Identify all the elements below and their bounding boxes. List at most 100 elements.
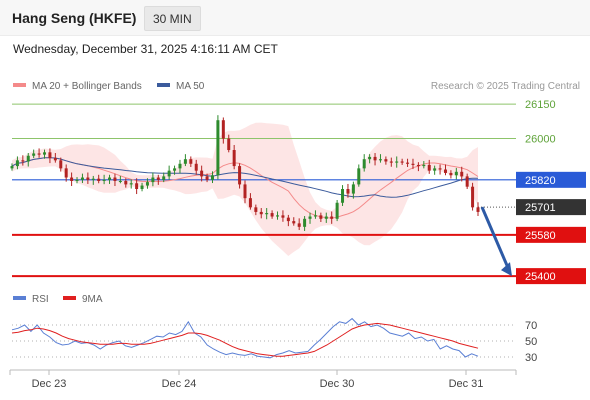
candle-body — [243, 184, 247, 199]
ma50-label: MA 50 — [176, 81, 205, 92]
candle — [140, 182, 144, 192]
candle-body — [378, 159, 382, 161]
candle-body — [178, 163, 182, 169]
candle — [373, 153, 377, 166]
candle-body — [43, 152, 47, 155]
candle — [59, 157, 63, 172]
candle — [454, 167, 458, 180]
forecast-arrow — [480, 206, 512, 277]
candle — [400, 158, 404, 165]
legend-ma50: MA 50 — [157, 81, 204, 92]
candle-body — [276, 215, 280, 217]
candle-body — [471, 186, 475, 208]
candle — [319, 212, 323, 223]
candle — [281, 210, 285, 222]
candle — [270, 210, 274, 219]
candle — [145, 178, 149, 189]
candle-body — [281, 215, 285, 218]
candle — [70, 172, 74, 187]
rsi-label: RSI — [32, 294, 49, 305]
timeframe-badge[interactable]: 30 MIN — [144, 6, 201, 31]
candle-body — [227, 138, 231, 151]
candle — [108, 174, 112, 184]
last-price-label: 25701 — [525, 202, 556, 214]
candle-body — [108, 177, 112, 180]
candle-body — [124, 180, 128, 185]
rsi-tick-50: 50 — [525, 336, 537, 348]
candle-body — [406, 162, 410, 164]
rsi-tick-30: 30 — [525, 352, 537, 364]
candle-body — [26, 155, 30, 162]
candle — [411, 158, 415, 170]
candle — [406, 158, 410, 167]
candle — [151, 172, 155, 187]
candle-body — [21, 160, 25, 162]
credit-text: Research © 2025 Trading Central — [430, 81, 580, 92]
candle — [335, 200, 339, 222]
candle-body — [416, 164, 420, 167]
candle — [113, 173, 117, 187]
candle — [460, 166, 464, 182]
candle — [156, 174, 160, 185]
candle-body — [265, 213, 269, 215]
candle-body — [297, 223, 301, 227]
arrow-head — [501, 262, 512, 277]
candle-body — [335, 202, 339, 219]
legend-9ma: 9MA — [63, 294, 103, 305]
candle-body — [357, 168, 361, 185]
candle-body — [449, 172, 453, 176]
candle-body — [10, 166, 14, 169]
candle-body — [427, 164, 431, 171]
candle-body — [210, 175, 214, 180]
candle-body — [205, 176, 209, 180]
candle-body — [64, 168, 68, 178]
candle-body — [460, 171, 464, 177]
candle — [53, 153, 57, 163]
candle-body — [70, 177, 74, 181]
header-bar: Hang Seng (HKFE) 30 MIN — [0, 0, 590, 36]
candle-body — [454, 171, 458, 176]
candle — [276, 211, 280, 220]
candle-body — [129, 183, 133, 185]
candle-body — [319, 215, 323, 219]
candle-body — [433, 168, 437, 171]
candle — [324, 212, 328, 223]
candle — [395, 156, 399, 168]
candle — [254, 204, 258, 216]
candle — [48, 148, 52, 164]
candle-body — [395, 161, 399, 163]
candle — [183, 154, 187, 167]
candle — [227, 134, 231, 153]
candle-body — [313, 215, 317, 217]
candle — [313, 210, 317, 219]
candle-body — [102, 179, 106, 181]
candle — [129, 179, 133, 189]
candle — [91, 175, 95, 185]
candle — [259, 208, 263, 219]
candle-body — [330, 216, 334, 219]
candle-body — [254, 207, 258, 212]
candle — [248, 193, 252, 210]
candle — [118, 175, 122, 184]
legend-ma20: MA 20 + Bollinger Bands — [13, 81, 142, 92]
pivot-label: 25820 — [525, 175, 556, 187]
ma20-swatch — [13, 83, 26, 88]
candle — [357, 164, 361, 187]
candle — [135, 178, 139, 195]
candle — [465, 173, 469, 189]
candle — [200, 165, 204, 182]
candle — [21, 155, 25, 166]
candle-body — [443, 169, 447, 173]
candle — [303, 216, 307, 231]
x-tick-label: Dec 30 — [320, 378, 355, 390]
candle-body — [324, 216, 328, 219]
candle — [351, 181, 355, 199]
candle-body — [308, 216, 312, 219]
candle-body — [232, 150, 236, 167]
x-axis: Dec 23 Dec 24 Dec 30 Dec 31 — [9, 369, 517, 390]
arrow-shaft — [480, 206, 511, 271]
rsi-tick-70: 70 — [525, 320, 537, 332]
candle — [37, 148, 41, 158]
candle-body — [183, 159, 187, 164]
